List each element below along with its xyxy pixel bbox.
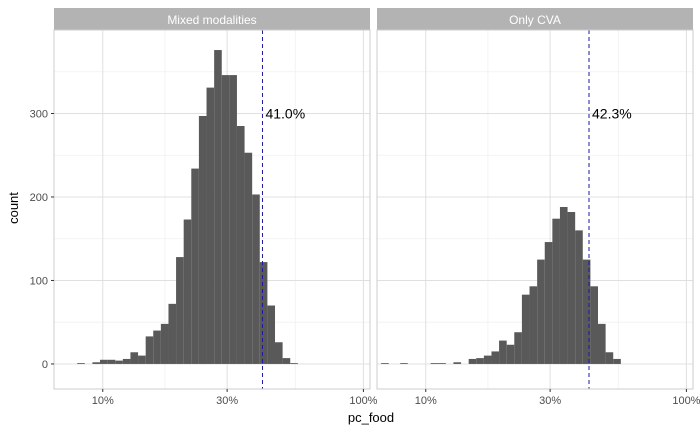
histogram-bar [168,303,177,364]
y-tick-label: 0 [42,359,48,371]
facet-strip [377,8,693,30]
histogram-bar [122,358,131,364]
histogram-bar [605,352,614,364]
histogram-bar [430,363,439,364]
histogram-bar [537,259,545,364]
histogram-bar [476,358,484,364]
histogram-bar [506,344,515,364]
histogram-bar [244,152,253,364]
histogram-bar [483,355,492,364]
facet-panel-2: Only CVA 42.3% 10% 30% 100% [376,8,700,407]
histogram-bar [138,355,146,364]
histogram-bar [438,363,446,364]
histogram-bar [198,115,207,364]
x-tick-label: 100% [349,395,377,407]
x-tick-label: 30% [216,395,238,407]
histogram-bar [153,330,161,364]
histogram-bar [282,358,291,364]
histogram-bar [613,358,621,364]
histogram-bar [491,351,500,364]
histogram-bar [130,352,139,364]
x-tick-label: 10% [92,395,114,407]
histogram-bar [400,363,408,364]
histogram-bar [559,206,568,364]
histogram-bar [590,286,599,364]
histogram-bar [552,218,560,364]
histogram-bar [100,359,108,364]
histogram-bar [453,362,462,364]
histogram-bar [521,294,530,364]
histogram-bar [267,305,276,364]
facet-panel-1: Mixed modalities 41.0% 10% 30% 100% [53,8,378,407]
y-axis: 0 100 200 300 [30,108,54,371]
y-tick-label: 300 [30,108,48,120]
histogram-bar [499,340,507,364]
histogram-bar [575,230,583,364]
facet-strip-label: Only CVA [509,13,561,27]
histogram-bar [598,323,606,364]
facet-strip [54,8,370,30]
histogram-bar [206,87,215,364]
histogram-bar [115,360,123,364]
panel-border [376,29,694,390]
histogram-bar [514,332,522,364]
histogram-bar [252,194,260,364]
histogram-bar [183,219,192,364]
histogram-bar [236,126,245,364]
histogram-bar [107,359,116,364]
x-tick-label: 30% [539,395,561,407]
histogram-bar [214,50,222,364]
panel-border [53,29,371,390]
histogram-bar [77,363,85,364]
facet-strip-label: Mixed modalities [167,13,256,27]
x-tick-label: 10% [415,395,437,407]
histogram-bar [468,358,477,364]
x-axis-title: pc_food [348,410,394,425]
histogram-bar [221,75,230,364]
y-axis-title: count [6,192,21,224]
histogram-bar [259,262,268,364]
histogram-bar [92,362,101,364]
histogram-bar [176,257,184,364]
x-tick-label: 100% [672,395,700,407]
mean-label: 41.0% [265,105,305,121]
facet-panels: Mixed modalities 41.0% 10% 30% 100% Only CVA 4… [53,8,700,407]
histogram-bar [529,286,538,364]
y-tick-label: 100 [30,275,48,287]
histogram-bar [544,242,553,364]
histogram-bar [381,363,389,364]
histogram-bar [290,363,298,364]
mean-label: 42.3% [592,105,632,121]
y-tick-label: 200 [30,192,48,204]
histogram-bar [191,168,199,364]
histogram-bar [275,342,283,364]
histogram-bar [229,75,237,364]
histogram-bar [567,212,576,364]
histogram-bar [582,259,591,364]
histogram-bar [145,336,154,364]
histogram-bar [160,323,169,364]
